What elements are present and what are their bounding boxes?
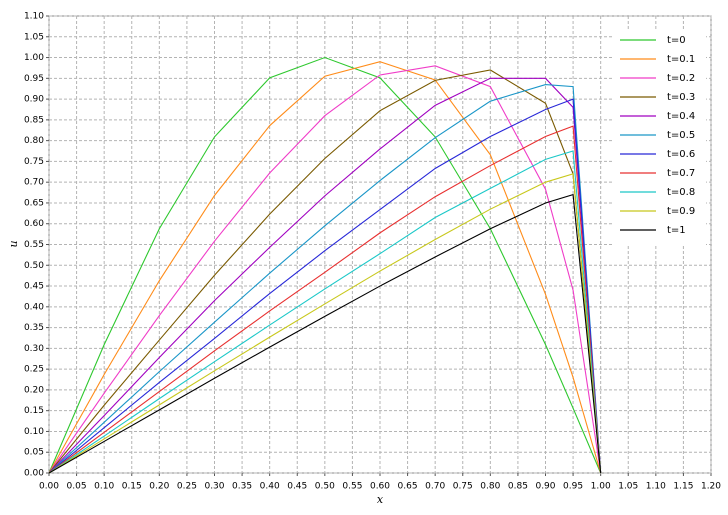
x-tick-label: 1.10 [646, 482, 666, 492]
y-tick-label: 0.95 [24, 74, 44, 84]
series-line [48, 125, 602, 474]
legend-label: t=0.3 [667, 92, 695, 103]
y-tick-label: 1.00 [24, 53, 44, 63]
x-tick-label: 0.05 [67, 482, 87, 492]
series-line [48, 69, 602, 474]
series-line [48, 173, 602, 474]
y-tick-label: 0.75 [24, 157, 44, 167]
legend-label: t=0 [667, 35, 686, 46]
y-tick-label: 0.10 [24, 427, 44, 437]
x-tick-label: 1.15 [673, 482, 693, 492]
x-tick-label: 0.45 [287, 482, 307, 492]
x-tick-label: 0.40 [260, 482, 280, 492]
series-line [48, 61, 602, 474]
x-tick-label: 0.60 [370, 482, 390, 492]
x-tick-label: 0.10 [94, 482, 114, 492]
series-line [48, 150, 602, 474]
y-tick-label: 0.15 [24, 406, 44, 416]
y-tick-label: 0.05 [24, 448, 44, 458]
legend-label: t=0.2 [667, 73, 695, 84]
x-tick-label: 0.30 [204, 482, 224, 492]
series-line [48, 65, 602, 474]
x-tick-label: 0.55 [342, 482, 362, 492]
legend-box [614, 30, 706, 245]
x-tick-label: 0.75 [453, 482, 473, 492]
y-axis-title: u [7, 240, 20, 247]
y-tick-label: 0.40 [24, 302, 44, 312]
y-tick-label: 0.60 [24, 219, 44, 229]
x-tick-label: 0.65 [398, 482, 418, 492]
y-tick-label: 0.25 [24, 365, 44, 375]
x-tick-label: 0.20 [149, 482, 169, 492]
x-tick-label: 0.00 [39, 482, 59, 492]
y-tick-label: 0.55 [24, 240, 44, 250]
x-tick-label: 0.90 [535, 482, 555, 492]
x-tick-label: 0.15 [122, 482, 142, 492]
legend-label: t=0.6 [667, 149, 695, 160]
x-tick-label: 0.85 [508, 482, 528, 492]
series-line [48, 193, 602, 474]
y-tick-label: 1.05 [24, 32, 44, 42]
y-tick-label: 0.50 [24, 261, 44, 271]
x-tick-label: 1.20 [701, 482, 721, 492]
y-tick-label: 0.30 [24, 344, 44, 354]
legend-label: t=1 [667, 225, 686, 236]
x-tick-label: 0.50 [315, 482, 335, 492]
legend-label: t=0.9 [667, 206, 695, 217]
legend-label: t=0.8 [667, 187, 695, 198]
y-tick-label: 0.35 [24, 323, 44, 333]
y-tick-label: 0.45 [24, 282, 44, 292]
y-tick-label: 0.65 [24, 198, 44, 208]
x-tick-label: 0.80 [480, 482, 500, 492]
series-line [48, 83, 602, 474]
series-line [48, 98, 602, 474]
legend-label: t=0.4 [667, 111, 695, 122]
x-tick-label: 0.95 [563, 482, 583, 492]
legend-label: t=0.1 [667, 54, 695, 65]
y-tick-label: 0.80 [24, 136, 44, 146]
x-tick-label: 1.00 [591, 482, 611, 492]
x-axis-title: x [377, 493, 384, 506]
x-tick-label: 0.25 [177, 482, 197, 492]
y-tick-label: 1.10 [24, 12, 44, 22]
y-tick-label: 0.70 [24, 178, 44, 188]
legend-label: t=0.5 [667, 130, 695, 141]
y-tick-label: 0.90 [24, 95, 44, 105]
series-line [48, 77, 602, 474]
y-tick-label: 0.00 [24, 469, 44, 479]
y-tick-label: 0.85 [24, 115, 44, 125]
x-tick-label: 0.35 [232, 482, 252, 492]
series-line [48, 56, 602, 474]
y-tick-label: 0.20 [24, 385, 44, 395]
legend-label: t=0.7 [667, 168, 695, 179]
x-tick-label: 1.05 [618, 482, 638, 492]
x-tick-label: 0.70 [425, 482, 445, 492]
